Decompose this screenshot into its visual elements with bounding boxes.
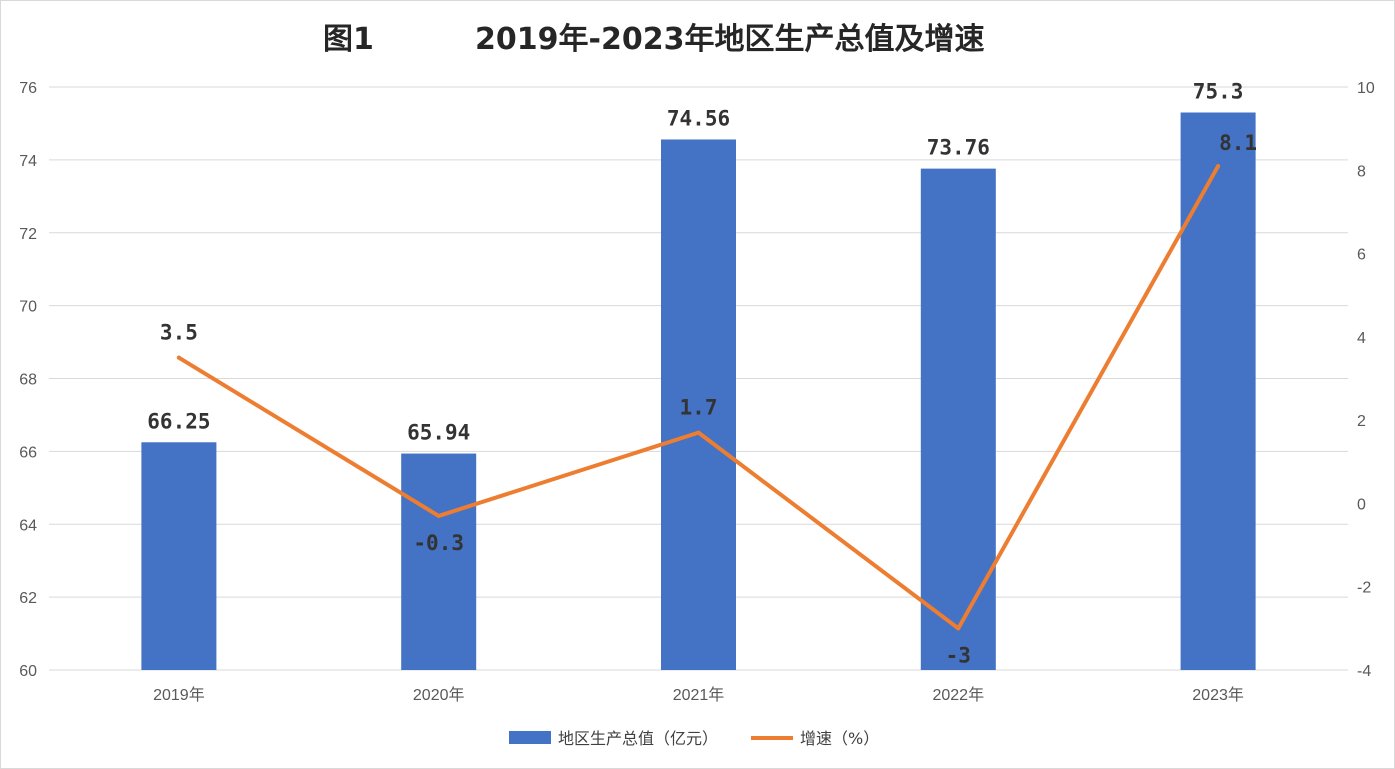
line-data-label: 1.7	[680, 396, 718, 420]
right-axis-tick-label: 0	[1357, 496, 1366, 513]
right-axis-tick-label: -4	[1357, 663, 1371, 680]
x-axis-tick-label: 2021年	[673, 686, 725, 704]
bar-data-labels: 66.25 65.94 74.56 73.76 75.3	[147, 80, 1243, 445]
bar-data-label: 65.94	[407, 421, 470, 445]
bar	[661, 139, 736, 671]
legend-bar-swatch	[509, 731, 551, 744]
left-axis-tick-label: 62	[19, 590, 37, 607]
left-axis-tick-label: 74	[19, 153, 37, 170]
right-axis-tick-label: 2	[1357, 413, 1366, 430]
chart-title-prefix: 图1	[323, 22, 374, 57]
right-axis-tick-label: 8	[1357, 163, 1366, 180]
bar-data-label: 75.3	[1193, 80, 1244, 104]
bar	[401, 453, 477, 670]
line-point	[696, 430, 701, 435]
line-point	[1216, 164, 1221, 169]
line-data-label: -3	[946, 643, 971, 667]
line-point	[176, 355, 181, 360]
left-axis-tick-label: 64	[19, 517, 37, 534]
right-axis-tick-label: 4	[1357, 330, 1366, 347]
right-axis: -4 -2 0 2 4 6 8 10	[1357, 80, 1375, 680]
right-axis-tick-label: 6	[1357, 247, 1366, 264]
bar	[1180, 112, 1256, 671]
x-axis: 2019年 2020年 2021年 2022年 2023年	[153, 686, 1244, 704]
chart-title: 图1 2019年-2023年地区生产总值及增速	[323, 22, 984, 57]
bar-data-label: 73.76	[927, 136, 990, 160]
line-series	[176, 164, 1221, 631]
line-point	[436, 513, 441, 518]
x-axis-tick-label: 2019年	[153, 686, 205, 704]
legend-bar-label: 地区生产总值（亿元）	[558, 729, 718, 748]
bar-data-label: 74.56	[667, 106, 730, 130]
right-axis-tick-label: 10	[1357, 80, 1375, 97]
right-axis-tick-label: -2	[1357, 580, 1371, 597]
line-data-label: -0.3	[413, 531, 464, 555]
bar-series	[141, 112, 1256, 671]
line-data-label: 3.5	[160, 321, 198, 345]
line-data-label: 8.1	[1219, 131, 1257, 155]
line-data-labels: 3.5 -0.3 1.7 -3 8.1	[160, 131, 1257, 667]
x-axis-tick-label: 2022年	[932, 686, 984, 704]
x-axis-tick-label: 2023年	[1192, 686, 1244, 704]
x-axis-tick-label: 2020年	[413, 686, 465, 704]
left-axis-tick-label: 76	[19, 80, 37, 97]
bar	[141, 442, 217, 670]
left-axis-tick-label: 66	[19, 444, 37, 461]
chart-title-text: 2019年-2023年地区生产总值及增速	[475, 22, 984, 57]
left-axis: 60 62 64 66 68 70 72 74 76	[19, 80, 37, 680]
bar-data-label: 66.25	[147, 409, 210, 433]
left-axis-tick-label: 68	[19, 372, 37, 389]
legend: 地区生产总值（亿元） 增速（%）	[509, 729, 879, 748]
line-point	[956, 626, 961, 631]
bar	[920, 168, 996, 670]
left-axis-tick-label: 60	[19, 663, 37, 680]
left-axis-tick-label: 72	[19, 226, 37, 243]
legend-line-label: 增速（%）	[800, 729, 879, 748]
left-axis-tick-label: 70	[19, 299, 37, 316]
